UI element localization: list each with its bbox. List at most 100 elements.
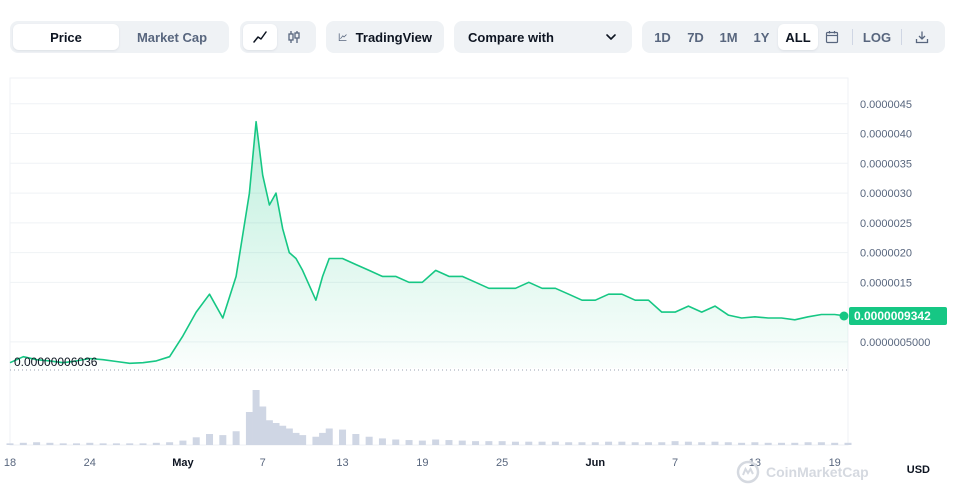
volume-bar bbox=[485, 441, 493, 445]
y-tick-label: 0.0000040 bbox=[860, 129, 912, 141]
current-price-badge bbox=[849, 306, 947, 325]
volume-bar bbox=[265, 420, 273, 445]
tradingview-label: TradingView bbox=[355, 29, 432, 45]
tradingview-button[interactable]: TradingView bbox=[326, 21, 444, 53]
volume-bar bbox=[73, 443, 81, 445]
log-scale-button[interactable]: LOG bbox=[862, 29, 892, 45]
volume-bar bbox=[319, 432, 327, 445]
volume-bar bbox=[392, 439, 400, 445]
volume-bar bbox=[591, 442, 599, 445]
volume-bar bbox=[445, 440, 453, 445]
volume-bar bbox=[578, 442, 586, 445]
volume-bar bbox=[458, 440, 466, 445]
currency-label: USD bbox=[906, 464, 930, 476]
x-tick-label: 13 bbox=[336, 457, 348, 469]
price-line bbox=[9, 120, 849, 365]
range-1m-button[interactable]: 1M bbox=[719, 29, 738, 45]
compare-dropdown[interactable]: Compare with bbox=[454, 21, 632, 53]
tradingview-icon bbox=[338, 33, 347, 42]
chevron-down-icon bbox=[606, 34, 616, 40]
x-tick-label: 19 bbox=[829, 457, 841, 469]
date-range-button[interactable] bbox=[818, 24, 846, 50]
volume-bar bbox=[232, 431, 240, 445]
volume-bar bbox=[152, 442, 160, 445]
volume-bar bbox=[339, 429, 347, 445]
line-chart-button[interactable] bbox=[243, 24, 277, 50]
volume-bar bbox=[671, 441, 679, 445]
calendar-icon bbox=[825, 31, 839, 44]
price-chart-svg: 0.0000005000 0.0000015 0.0000020 0.0000025 0… bbox=[4, 77, 947, 469]
volume-bar bbox=[352, 434, 360, 445]
download-button[interactable] bbox=[908, 24, 936, 50]
volume-bar bbox=[498, 441, 506, 445]
volume-bar bbox=[817, 442, 825, 445]
x-tick-label: 18 bbox=[4, 457, 16, 469]
volume-bar bbox=[605, 441, 613, 445]
range-7d-button[interactable]: 7D bbox=[687, 29, 704, 45]
volume-bar bbox=[259, 406, 267, 445]
time-range-toggle: 1D 7D 1M 1Y ALL LOG bbox=[642, 21, 945, 53]
volume-bar bbox=[219, 435, 227, 445]
volume-bar bbox=[631, 442, 639, 445]
volume-bar bbox=[166, 442, 174, 445]
chart-toolbar: Price Market Cap TradingView Compare wit… bbox=[0, 0, 979, 70]
volume-bar bbox=[644, 442, 652, 445]
plot-frame bbox=[9, 77, 849, 446]
volume-bar bbox=[698, 442, 706, 445]
coinmarketcap-logo-icon bbox=[736, 460, 760, 484]
volume-bar bbox=[432, 439, 440, 445]
watermark: CoinMarketCap bbox=[736, 460, 869, 484]
download-icon bbox=[915, 31, 929, 44]
volume-bar bbox=[245, 412, 253, 445]
volume-bar bbox=[804, 442, 812, 445]
volume-bar bbox=[711, 441, 719, 445]
chart-style-toggle bbox=[240, 21, 316, 53]
current-price-dot bbox=[839, 311, 849, 321]
range-1d-button[interactable]: 1D bbox=[654, 29, 671, 45]
volume-bar bbox=[99, 443, 107, 445]
y-tick-label: 0.0000030 bbox=[860, 188, 912, 200]
volume-bar bbox=[538, 441, 546, 445]
range-1y-button[interactable]: 1Y bbox=[753, 29, 770, 45]
volume-bar bbox=[472, 441, 480, 445]
volume-bar bbox=[86, 442, 94, 445]
volume-bar bbox=[19, 442, 27, 445]
x-tick-label: 19 bbox=[416, 457, 428, 469]
volume-bar bbox=[738, 442, 746, 445]
volume-bar bbox=[112, 443, 120, 445]
volume-bar bbox=[844, 442, 852, 445]
divider bbox=[901, 29, 902, 45]
volume-bar bbox=[252, 390, 260, 445]
price-area bbox=[10, 121, 848, 368]
x-tick-label: 25 bbox=[496, 457, 508, 469]
volume-bar bbox=[764, 442, 772, 445]
volume-bar bbox=[179, 440, 187, 445]
volume-bar bbox=[139, 443, 147, 445]
compare-label: Compare with bbox=[468, 29, 554, 45]
x-tick-label: Jun bbox=[585, 457, 605, 469]
x-tick-label: 7 bbox=[260, 457, 266, 469]
volume-bar bbox=[618, 441, 626, 445]
tab-price[interactable]: Price bbox=[13, 24, 119, 50]
divider bbox=[852, 29, 853, 45]
tab-market-cap[interactable]: Market Cap bbox=[136, 29, 208, 45]
range-all-button[interactable]: ALL bbox=[778, 24, 818, 50]
volume-bar bbox=[299, 435, 307, 445]
volume-bar bbox=[206, 434, 214, 445]
price-chart[interactable]: 0.0000005000 0.0000015 0.0000020 0.0000025 0… bbox=[0, 70, 979, 492]
x-tick-label: 24 bbox=[84, 457, 96, 469]
volume-bar bbox=[751, 442, 759, 445]
volume-bar bbox=[511, 441, 519, 445]
volume-bar bbox=[658, 442, 666, 445]
volume-bar bbox=[777, 442, 785, 445]
candlestick-icon bbox=[288, 31, 300, 43]
volume-bar bbox=[551, 441, 559, 445]
candlestick-button[interactable] bbox=[277, 24, 311, 50]
y-tick-label: 0.0000045 bbox=[860, 99, 912, 111]
volume-bar bbox=[279, 425, 287, 445]
volume-bar bbox=[831, 442, 839, 445]
volume-bar bbox=[565, 442, 573, 445]
y-tick-label: 0.0000015 bbox=[860, 277, 912, 289]
volume-bar bbox=[418, 440, 426, 445]
x-tick-label: May bbox=[172, 457, 194, 469]
